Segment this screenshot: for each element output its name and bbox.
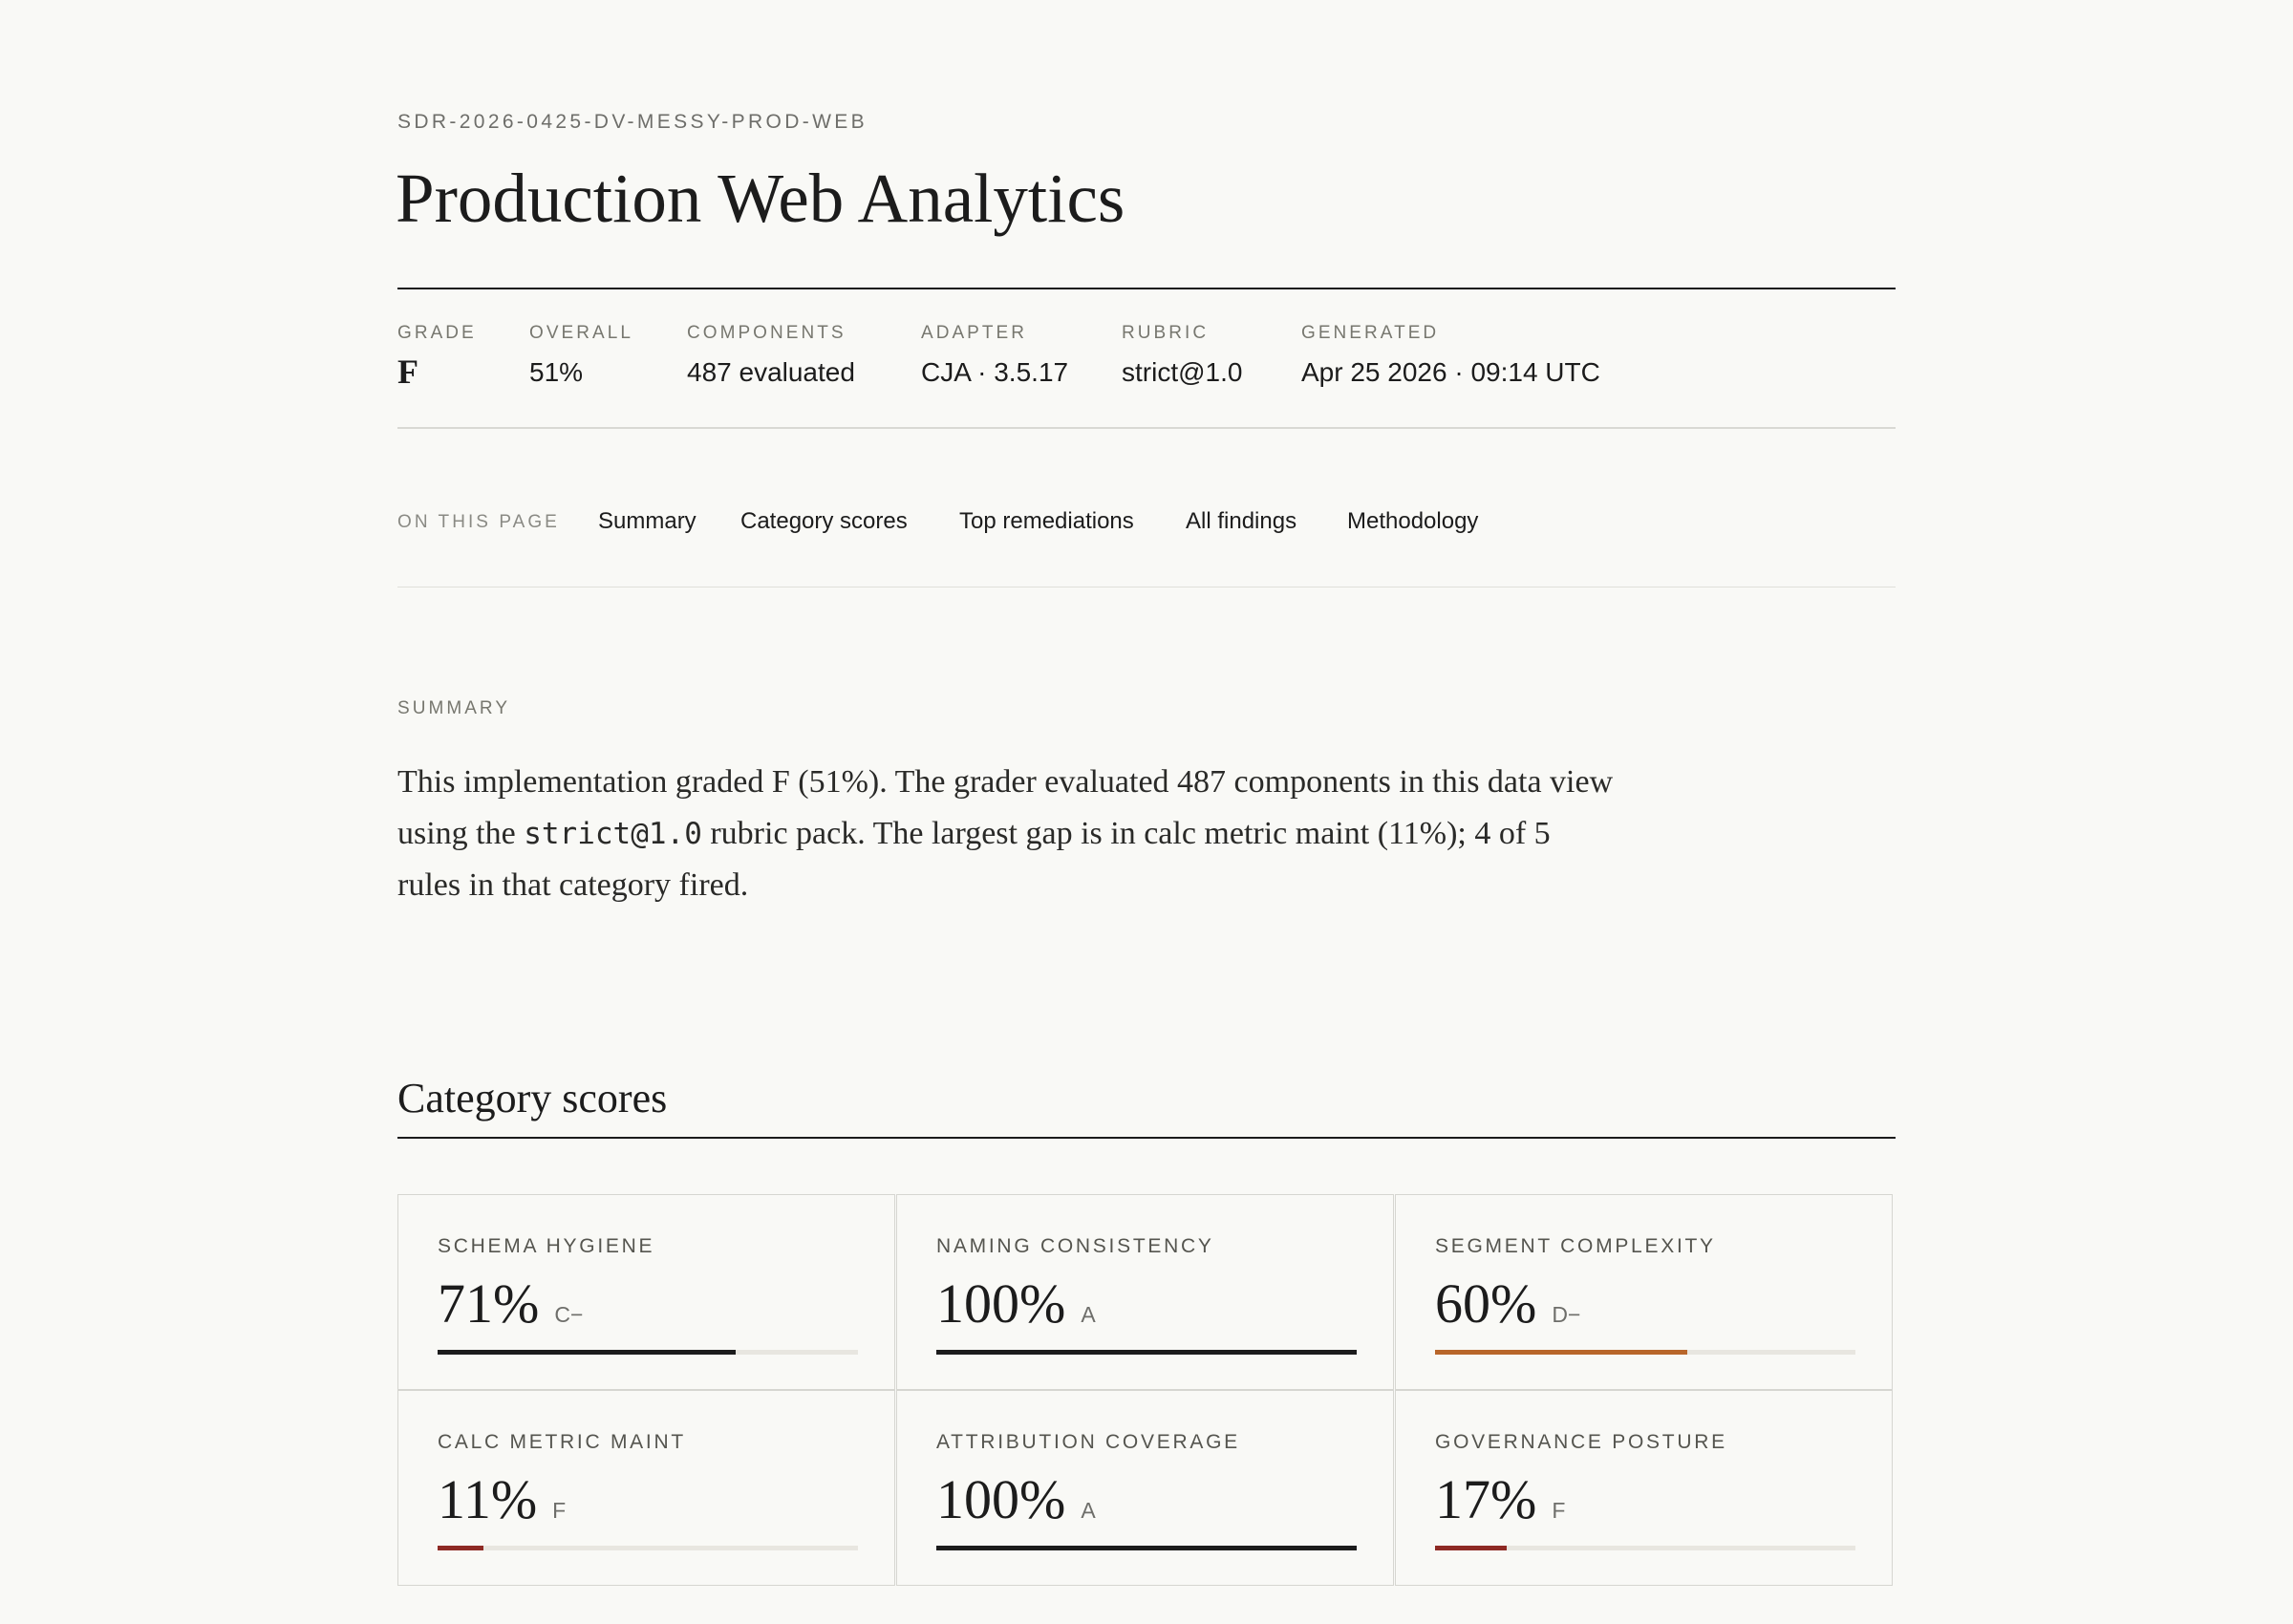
score-track bbox=[1435, 1546, 1855, 1550]
score-track bbox=[936, 1546, 1357, 1550]
score-bar bbox=[936, 1350, 1357, 1355]
category-grade: A bbox=[1081, 1302, 1096, 1327]
meta-item: GRADE F bbox=[397, 323, 477, 392]
meta-label: ADAPTER bbox=[921, 323, 1028, 343]
category-score: 60% bbox=[1435, 1272, 1537, 1335]
meta-value: F bbox=[397, 353, 418, 391]
meta-item: COMPONENTS 487 evaluated bbox=[687, 323, 855, 388]
score-card: GOVERNANCE POSTURE 17% F bbox=[1395, 1390, 1893, 1586]
category-grade: F bbox=[552, 1498, 567, 1523]
score-track bbox=[936, 1350, 1357, 1355]
score-card: NAMING CONSISTENCY 100% A bbox=[896, 1194, 1394, 1390]
meta-value: strict@1.0 bbox=[1122, 357, 1243, 387]
rubric-code: strict@1.0 bbox=[524, 817, 702, 851]
score-bar bbox=[438, 1350, 737, 1355]
category-name: CALC METRIC MAINT bbox=[438, 1431, 686, 1453]
score-track bbox=[1435, 1350, 1855, 1355]
meta-value: 51% bbox=[529, 357, 584, 387]
meta-value: CJA · 3.5.17 bbox=[921, 357, 1069, 387]
meta-label: GRADE bbox=[397, 323, 477, 343]
divider bbox=[397, 288, 1896, 289]
meta-label: COMPONENTS bbox=[687, 323, 846, 343]
meta-item: ADAPTER CJA · 3.5.17 bbox=[921, 323, 1068, 388]
category-grade: F bbox=[1552, 1498, 1566, 1523]
category-name: ATTRIBUTION COVERAGE bbox=[936, 1431, 1240, 1453]
category-score: 71% bbox=[438, 1272, 540, 1335]
category-score: 100% bbox=[936, 1272, 1066, 1335]
score-bar bbox=[1435, 1350, 1687, 1355]
report-title: Production Web Analytics bbox=[396, 160, 1125, 237]
divider bbox=[397, 427, 1896, 429]
divider bbox=[397, 1137, 1896, 1139]
nav-link[interactable]: All findings bbox=[1186, 508, 1297, 534]
category-name: GOVERNANCE POSTURE bbox=[1435, 1431, 1727, 1453]
summary-text: This implementation graded F (51%). The … bbox=[397, 757, 1620, 911]
nav-link[interactable]: Summary bbox=[598, 508, 696, 534]
score-card: SCHEMA HYGIENE 71% C− bbox=[397, 1194, 895, 1390]
category-name: SEGMENT COMPLEXITY bbox=[1435, 1235, 1716, 1257]
score-card: ATTRIBUTION COVERAGE 100% A bbox=[896, 1390, 1394, 1586]
category-name: NAMING CONSISTENCY bbox=[936, 1235, 1214, 1257]
nav-link[interactable]: Methodology bbox=[1347, 508, 1479, 534]
divider bbox=[397, 587, 1896, 588]
nav-link[interactable]: Category scores bbox=[740, 508, 908, 534]
category-grade: A bbox=[1081, 1498, 1096, 1523]
category-score: 17% bbox=[1435, 1468, 1537, 1530]
category-grade: D− bbox=[1552, 1302, 1581, 1327]
category-grade: C− bbox=[554, 1302, 584, 1327]
score-track bbox=[438, 1546, 858, 1550]
category-score: 11% bbox=[438, 1468, 538, 1530]
score-card: SEGMENT COMPLEXITY 60% D− bbox=[1395, 1194, 1893, 1390]
meta-label: GENERATED bbox=[1301, 323, 1440, 343]
meta-item: GENERATED Apr 25 2026 · 09:14 UTC bbox=[1301, 323, 1600, 388]
meta-item: OVERALL 51% bbox=[529, 323, 633, 388]
score-bar bbox=[1435, 1546, 1507, 1550]
score-track bbox=[438, 1350, 858, 1355]
category-name: SCHEMA HYGIENE bbox=[438, 1235, 655, 1257]
meta-label: OVERALL bbox=[529, 323, 633, 343]
score-card: CALC METRIC MAINT 11% F bbox=[397, 1390, 895, 1586]
section-label: SUMMARY bbox=[397, 698, 511, 718]
section-heading: Category scores bbox=[397, 1075, 668, 1122]
score-bar bbox=[438, 1546, 484, 1550]
summary-text-part: This implementation graded F (51%). The … bbox=[397, 764, 1614, 851]
meta-value: 487 evaluated bbox=[687, 357, 855, 387]
report-id: SDR-2026-0425-DV-MESSY-PROD-WEB bbox=[397, 111, 868, 133]
nav-label: ON THIS PAGE bbox=[397, 512, 560, 532]
nav-link[interactable]: Top remediations bbox=[959, 508, 1134, 534]
summary-text-part: rubric pack. The largest gap is in calc … bbox=[397, 816, 1551, 903]
category-score: 100% bbox=[936, 1468, 1066, 1530]
meta-item: RUBRIC strict@1.0 bbox=[1122, 323, 1242, 388]
score-bar bbox=[936, 1546, 1357, 1550]
meta-label: RUBRIC bbox=[1122, 323, 1210, 343]
meta-value: Apr 25 2026 · 09:14 UTC bbox=[1301, 357, 1600, 387]
